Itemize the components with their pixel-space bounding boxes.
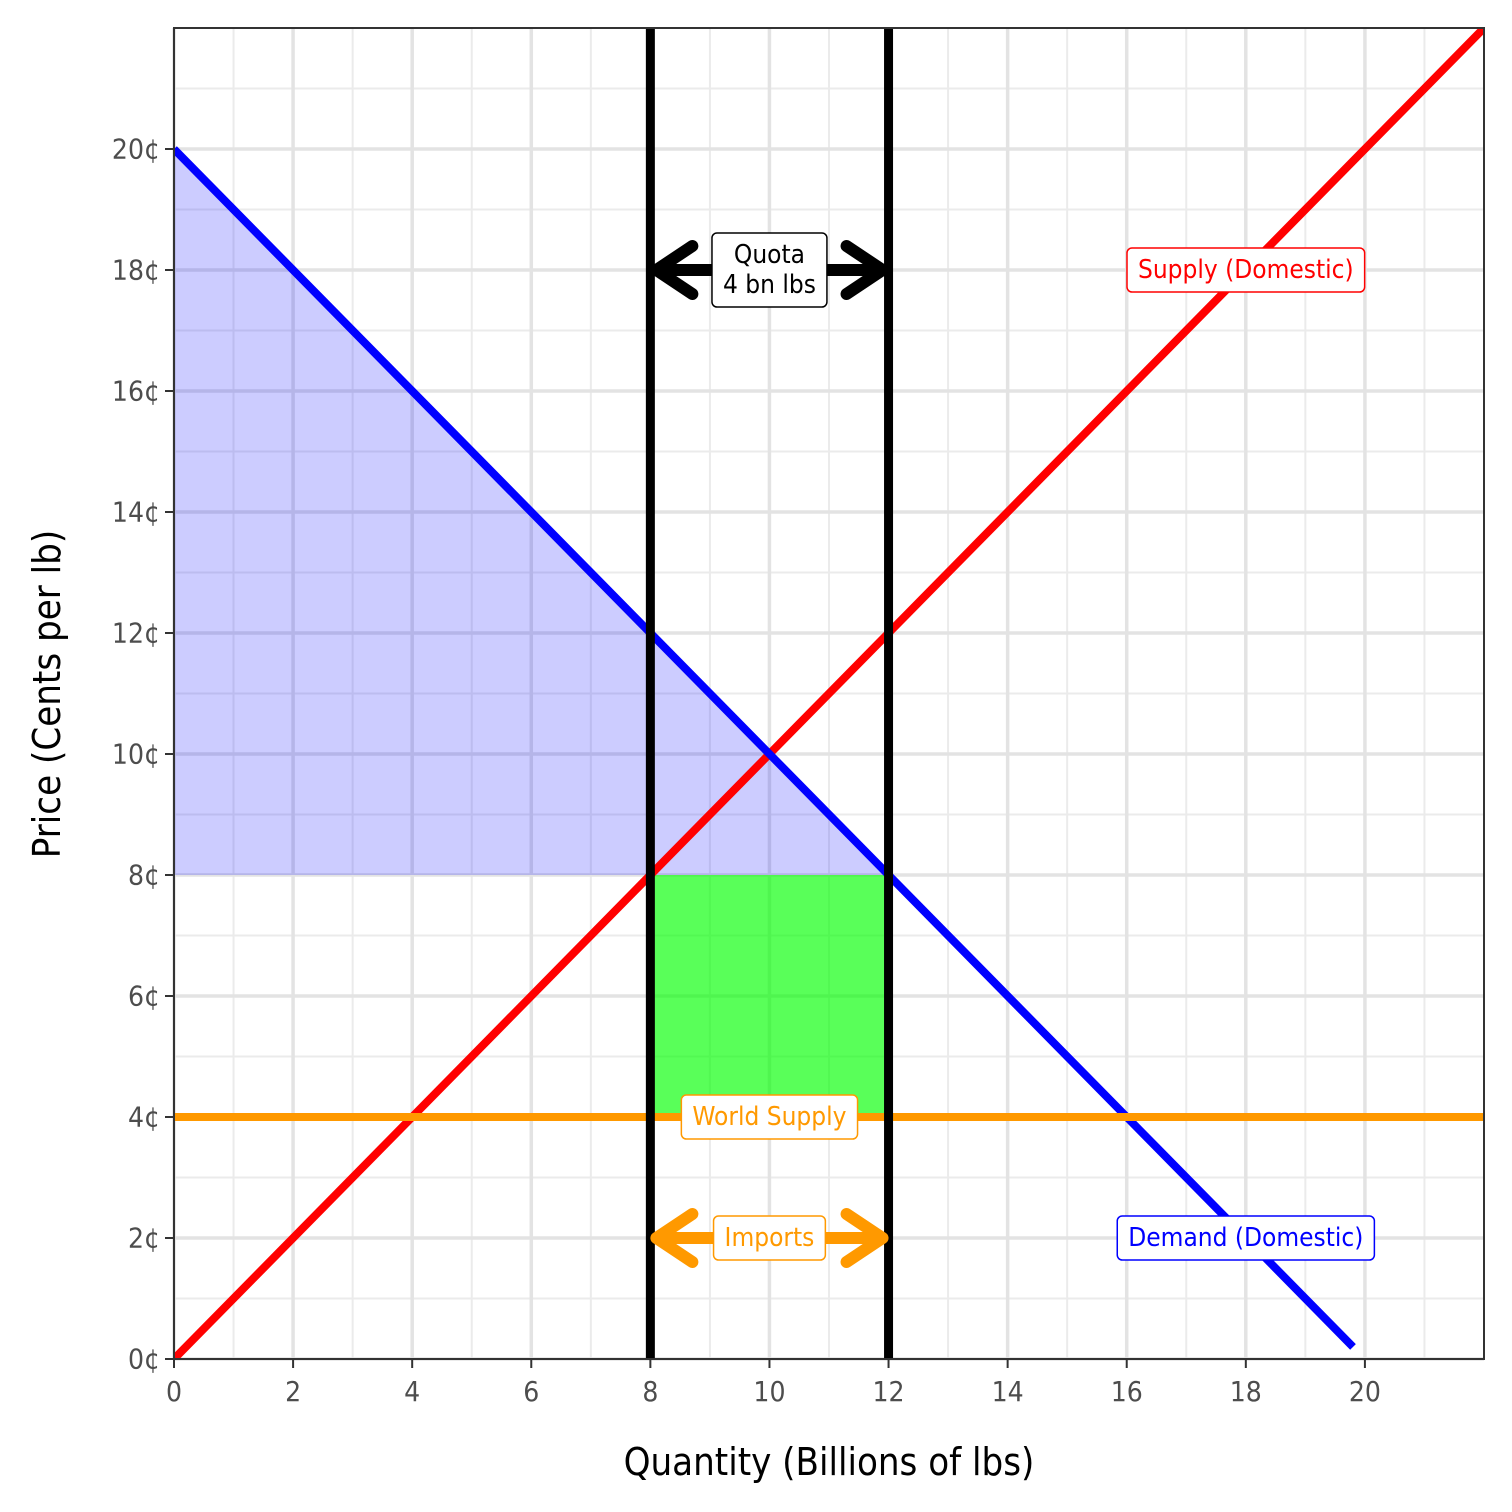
quota-rent-region	[650, 875, 889, 1117]
x-tick-label: 0	[166, 1375, 182, 1408]
panel-border	[173, 27, 1485, 1360]
y-tick-label: 6¢	[128, 980, 160, 1013]
annotation-box	[1116, 1215, 1376, 1261]
x-tick-label: 8	[642, 1375, 658, 1408]
annotation-label: Demand (Domestic)	[1116, 1215, 1376, 1261]
axes: 0 2 4 6 8 10 12 14 16 18 20 0¢ 2¢ 4¢ 6¢ 8¢ 10¢ 12¢ 14¢ 16¢ 1…	[112, 133, 1381, 1409]
x-tick-label: 6	[523, 1375, 539, 1408]
y-tick-label: 20¢	[112, 133, 160, 166]
annotation-text: Supply (Domestic)	[1138, 255, 1354, 285]
x-tick-label: 4	[404, 1375, 420, 1408]
y-tick-label: 2¢	[128, 1222, 160, 1255]
annotation-text: World Supply	[692, 1102, 846, 1132]
annotation-text: Imports	[725, 1223, 815, 1253]
quota-lines	[645, 28, 894, 1359]
annotation-box	[711, 232, 828, 308]
y-tick-label: 16¢	[112, 375, 160, 408]
annotation-box	[712, 1215, 827, 1261]
arrow-head	[650, 1208, 699, 1268]
annotation-label: World Supply	[680, 1094, 859, 1140]
y-tick-label: 0¢	[128, 1343, 160, 1376]
arrow-head	[840, 240, 889, 300]
y-tick-label: 18¢	[112, 254, 160, 287]
y-tick-label: 14¢	[112, 496, 160, 529]
annotation-label: Supply (Domestic)	[1126, 247, 1366, 293]
y-tick-label: 12¢	[112, 617, 160, 650]
x-tick-label: 18	[1230, 1375, 1262, 1408]
annotation-label: Imports	[712, 1215, 827, 1261]
y-tick-label: 4¢	[128, 1101, 160, 1134]
x-axis-title: Quantity (Billions of lbs)	[624, 1440, 1035, 1484]
x-tick-label: 20	[1349, 1375, 1381, 1408]
x-tick-label: 10	[753, 1375, 785, 1408]
y-tick-label: 10¢	[112, 738, 160, 771]
y-tick-label: 8¢	[128, 859, 160, 892]
arrow-head	[650, 240, 699, 300]
x-tick-label: 16	[1111, 1375, 1143, 1408]
annotation-box	[1126, 247, 1366, 293]
y-axis-title: Price (Cents per lb)	[25, 530, 69, 858]
annotation-text: Demand (Domestic)	[1128, 1223, 1363, 1253]
x-tick-label: 2	[285, 1375, 301, 1408]
annotation-text: 4 bn lbs	[723, 270, 816, 300]
x-tick-label: 14	[992, 1375, 1024, 1408]
series-line-demand-domestic	[174, 146, 1356, 1350]
annotation-text: Quota	[734, 240, 805, 270]
x-tick-label: 12	[873, 1375, 905, 1408]
annotation-box	[680, 1094, 859, 1140]
arrow-head	[840, 1208, 889, 1268]
